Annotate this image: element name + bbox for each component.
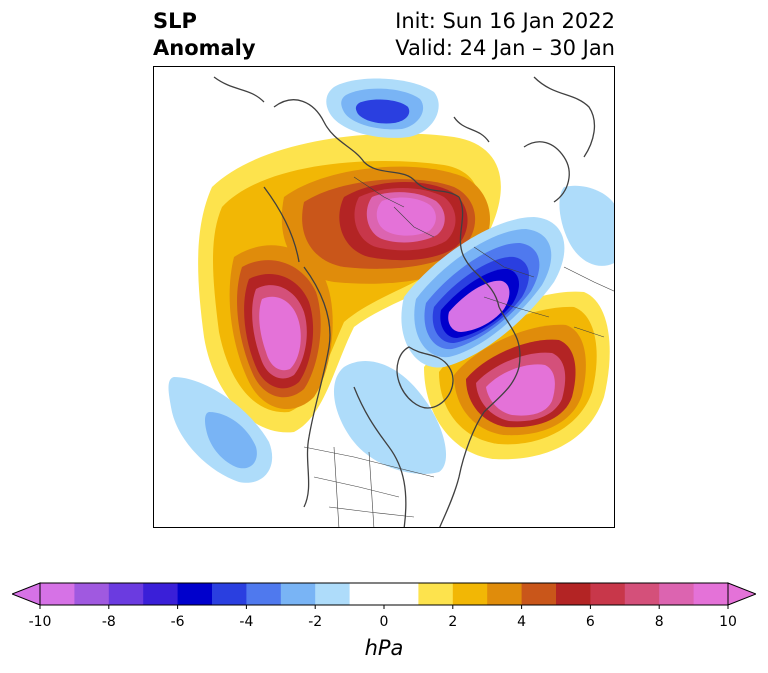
colorbar-bin [590,583,626,605]
colorbar-bin [521,583,557,605]
colorbar-units: hPa [364,636,404,660]
negative-anomaly-arctic [326,78,439,138]
date-info: Init: Sun 16 Jan 2022 Valid: 24 Jan – 30… [395,8,615,62]
colorbar-bin [487,583,523,605]
colorbar-tick-label: 10 [719,614,737,630]
colorbar-bin [693,583,729,605]
title-line-2: Anomaly [153,36,256,60]
colorbar-tick-label: -2 [308,614,323,630]
country-borders [303,176,614,527]
colorbar-bin [177,583,213,605]
colorbar-bin [418,583,454,605]
coastlines [213,76,596,527]
slp-anomaly-map [154,76,614,527]
colorbar-svg [10,582,758,609]
colorbar-tick-label: 2 [448,614,458,630]
colorbar-tick-label: 4 [517,614,527,630]
colorbar-bin [212,583,247,605]
title-line-1: SLP [153,9,197,33]
colorbar-bin [659,583,695,605]
colorbar-bin [143,583,179,605]
edge-gap [154,277,160,322]
negative-anomaly-southwest [168,361,447,483]
colorbar-bin [280,583,316,605]
colorbar-bin [349,583,385,605]
colorbar-arrow-low [10,582,41,606]
colorbar-bin [246,583,282,605]
colorbar-arrow-high [727,582,758,606]
colorbar-bin [452,583,488,605]
map-panel [153,66,615,528]
colorbar-bin [384,583,419,605]
colorbar-tick-label: 8 [654,614,664,630]
colorbar-tick-label: -4 [239,614,254,630]
colorbar-bin [40,583,75,605]
colorbar-tick-label: -8 [101,614,116,630]
colorbar-tick-label: 6 [585,614,595,630]
colorbar-tick-label: 0 [379,614,389,630]
valid-date: Valid: 24 Jan – 30 Jan [395,36,615,60]
colorbar-bin [74,583,110,605]
colorbar [10,580,758,616]
positive-anomaly-north [281,166,491,284]
colorbar-ticks: -10 -8 -6 -4 -2 0 2 4 6 8 10 [0,614,768,634]
figure-title: SLP Anomaly [153,8,256,62]
init-date: Init: Sun 16 Jan 2022 [395,9,615,33]
colorbar-bin [556,583,591,605]
colorbar-bin [624,583,660,605]
colorbar-tick-label: -6 [170,614,185,630]
negative-anomaly-east-edge [559,185,614,266]
colorbar-bin [108,583,144,605]
colorbar-bin [315,583,351,605]
colorbar-tick-label: -10 [28,614,52,630]
